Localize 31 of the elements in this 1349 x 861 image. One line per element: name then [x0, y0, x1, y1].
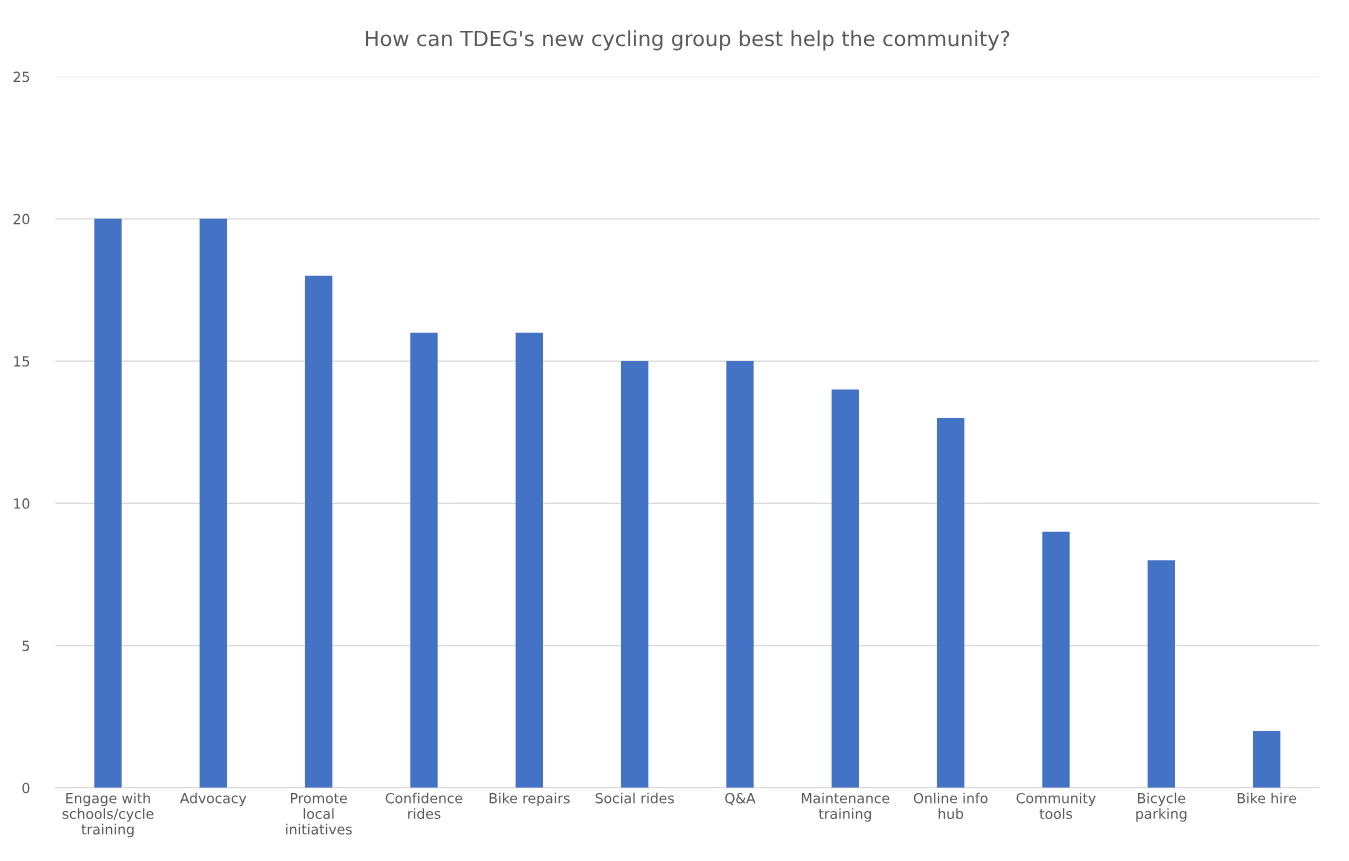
bar: [304, 275, 333, 788]
bar: [936, 418, 965, 788]
x-tick-label: Bike hire: [1237, 792, 1297, 804]
y-tick-label: 10: [14, 498, 30, 509]
x-tick-label: Maintenance training: [801, 792, 890, 822]
bar: [726, 361, 754, 788]
bar: [831, 389, 860, 788]
x-tick-label: Q&A: [725, 792, 756, 806]
y-tick-label: 0: [22, 782, 30, 794]
bar: [410, 332, 438, 788]
y-tick-label: 25: [13, 71, 30, 83]
bar: [94, 218, 122, 788]
bar: [620, 361, 649, 788]
bar: [515, 332, 544, 788]
x-tick-label: Bike repairs: [489, 792, 570, 807]
x-tick-label: Confidence rides: [385, 792, 463, 819]
bar: [1147, 560, 1176, 788]
y-tick-label: 15: [14, 356, 30, 367]
x-tick-label: Promote local initiatives: [286, 793, 352, 835]
y-tick-label: 5: [22, 640, 30, 652]
bar: [1042, 531, 1070, 788]
bar: [1252, 730, 1281, 788]
chart-title: How can TDEG's new cycling group best help the community?: [365, 30, 1010, 51]
bar: [199, 218, 227, 788]
x-tick-label: Engage with schools/cycle training: [62, 792, 154, 838]
x-tick-label: Online info hub: [913, 792, 988, 819]
x-tick-label: Social rides: [595, 792, 674, 804]
y-tick-label: 20: [13, 213, 30, 225]
x-tick-label: Advocacy: [180, 792, 247, 807]
x-tick-label: Bicycle parking: [1136, 792, 1187, 822]
x-tick-label: Community tools: [1016, 792, 1096, 819]
